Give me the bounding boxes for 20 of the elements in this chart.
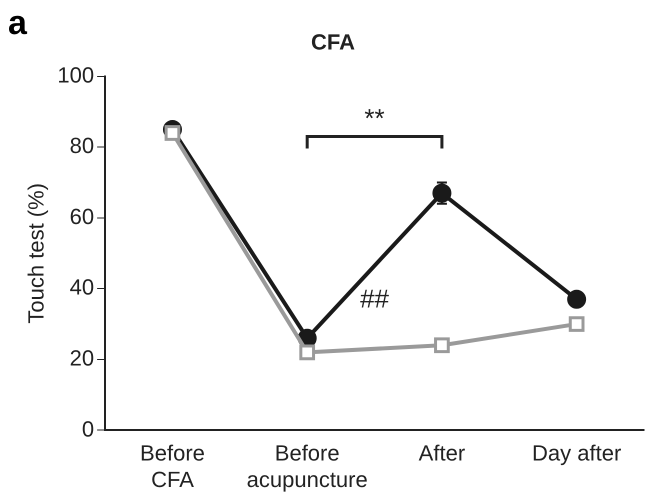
y-tick-label: 60 (70, 204, 94, 229)
text: a (8, 4, 27, 43)
point (164, 125, 180, 141)
x-tick-label: Before acupuncture (246, 440, 368, 492)
point (568, 316, 584, 332)
y-tick-label: 20 (70, 346, 94, 371)
x-tick-label: After (418, 440, 466, 466)
x-tick-label: Day after (532, 440, 622, 466)
y-axis-title: Touch test (%) (23, 182, 48, 324)
x-tick-label: Before CFA (140, 440, 205, 492)
y-tick-label: 40 (70, 274, 94, 300)
chart-title: CFA (311, 29, 356, 54)
point (567, 290, 586, 309)
y-tick-label: 100 (57, 62, 94, 88)
annotation: ## (360, 284, 390, 314)
point (299, 344, 316, 360)
y-tick-label: 0 (82, 416, 94, 442)
annotation: ** (364, 103, 385, 134)
y-tick-label: 80 (70, 133, 94, 158)
point (434, 337, 450, 354)
